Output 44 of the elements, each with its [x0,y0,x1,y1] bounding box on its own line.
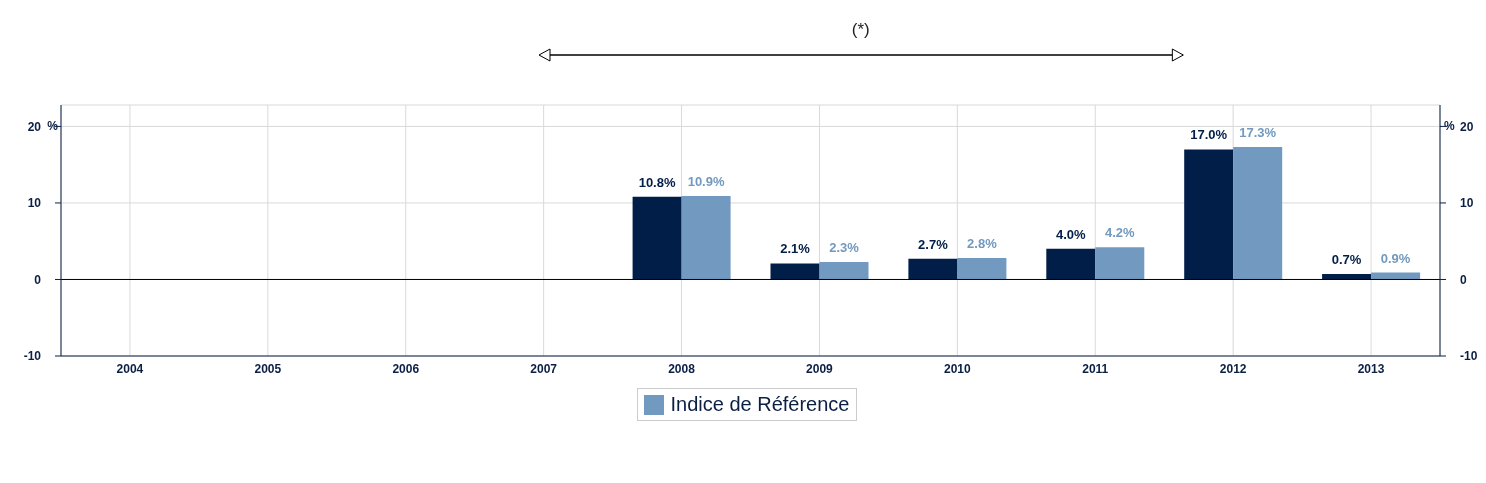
data-label: 2.3% [829,239,860,255]
bar [770,263,820,280]
x-tick-label: 2007 [530,361,558,376]
y-tick-label: 20 [27,119,42,134]
x-tick-label: 2011 [1082,361,1109,376]
y-tick-label: 10 [27,196,42,211]
data-label: 10.8% [638,174,676,190]
bar [1046,248,1096,280]
y-tick-label: -10 [23,349,42,364]
y2-tick-label: 0 [1460,272,1467,287]
legend-label: Indice de Référence [670,393,850,416]
data-label: 17.3% [1239,125,1277,141]
x-tick-label: 2009 [806,361,834,376]
bar [632,196,682,280]
data-label: 0.9% [1380,250,1411,266]
x-tick-label: 2013 [1357,361,1385,376]
bar [1233,147,1283,280]
bar [1095,247,1145,280]
data-label: 4.0% [1055,226,1087,242]
y2-axis-title: % [1444,119,1455,134]
bar [681,196,731,280]
data-label: 4.2% [1104,225,1136,241]
data-label: 0.7% [1331,252,1362,268]
x-tick-label: 2012 [1219,361,1247,376]
x-tick-label: 2005 [254,361,282,376]
y-axis-title: % [47,119,59,134]
x-tick-label: 2008 [668,361,696,376]
data-label: 2.1% [780,241,811,257]
text: (*) [850,20,871,40]
y2-tick-label: 10 [1460,196,1474,211]
bar [1184,149,1234,280]
bar [908,258,958,280]
x-tick-label: 2004 [116,361,144,376]
x-tick-label: 2010 [944,361,972,376]
bar [819,261,869,280]
y2-tick-label: -10 [1460,349,1478,364]
bar [957,258,1007,280]
x-tick-label: 2006 [392,361,420,376]
data-label: 2.7% [918,236,949,252]
data-label: 2.8% [967,236,998,252]
y2-tick-label: 20 [1460,119,1474,134]
data-label: 10.9% [687,174,725,190]
data-label: 17.0% [1190,127,1228,143]
y-tick-label: 0 [34,272,42,287]
